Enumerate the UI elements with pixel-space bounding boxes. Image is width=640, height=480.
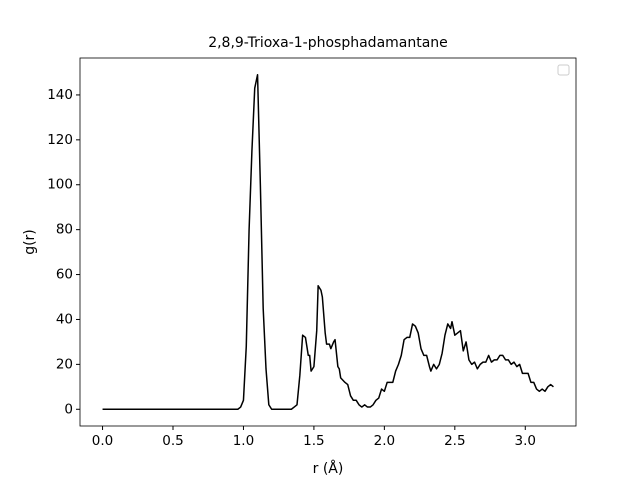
line-series [102, 73, 554, 411]
chart-title: 2,8,9-Trioxa-1-phosphadamantane [208, 35, 448, 51]
plot-frame [79, 57, 577, 427]
y-tick-label: 80 [56, 222, 73, 238]
x-tick-label: 1.0 [233, 433, 254, 449]
y-tick-label: 100 [47, 177, 73, 193]
x-tick-label: 2.5 [444, 433, 465, 449]
legend [557, 64, 570, 76]
x-tick-label: 0.0 [92, 433, 113, 449]
y-tick-label: 60 [56, 267, 73, 283]
y-tick-label: 0 [64, 401, 73, 417]
y-tick-label: 40 [56, 311, 73, 327]
x-tick-label: 2.0 [374, 433, 395, 449]
y-tick-label: 20 [56, 356, 73, 372]
y-tick-label: 140 [47, 87, 73, 103]
x-tick-label: 3.0 [515, 433, 536, 449]
x-axis-label: r (Å) [313, 460, 344, 477]
y-tick-label: 120 [47, 132, 73, 148]
y-axis-label: g(r) [22, 229, 38, 255]
x-tick-label: 1.5 [303, 433, 324, 449]
x-tick-label: 0.5 [162, 433, 183, 449]
